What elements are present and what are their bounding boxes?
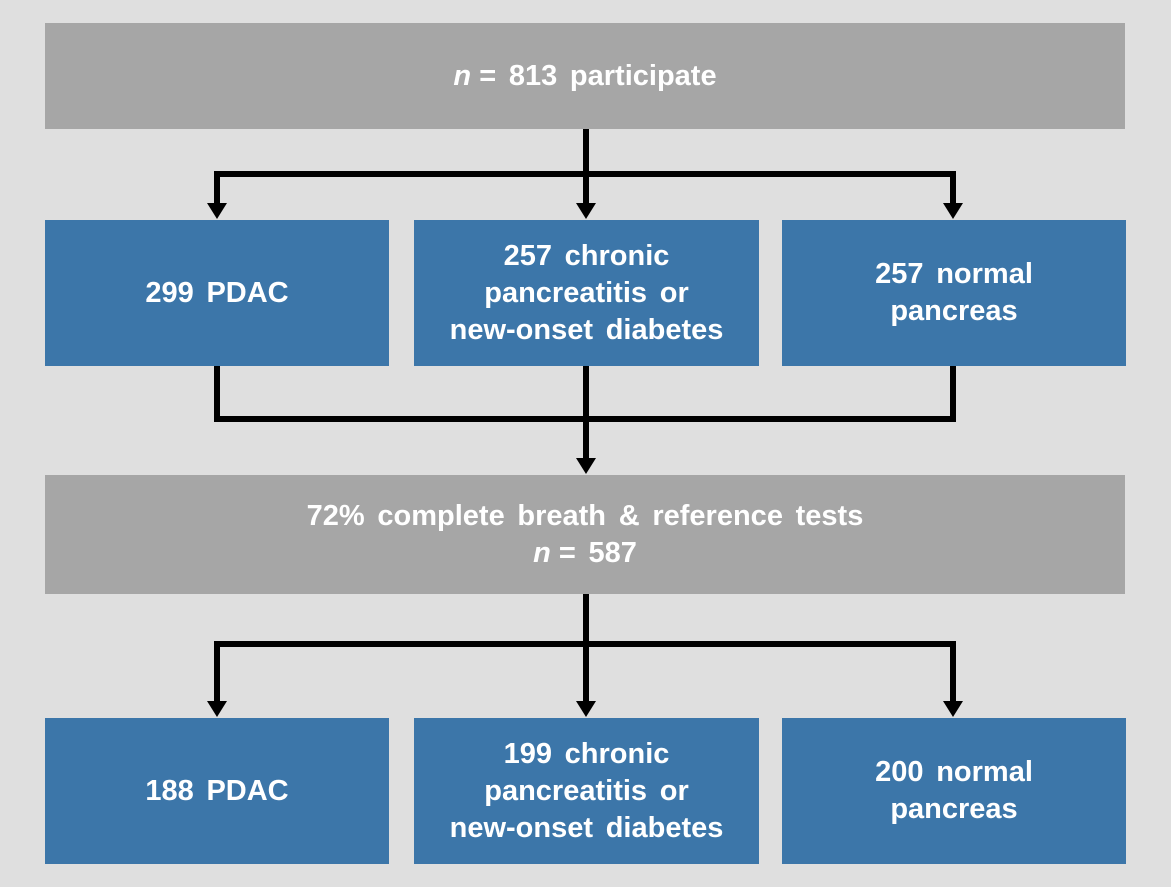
normal-pancreas-completed-box: 200 normal pancreas [782,718,1126,864]
participants-label: n = 813 participate [453,59,717,92]
pdac-completed-label: 188 PDAC [145,774,289,807]
arrow-down-icon [576,203,596,219]
pancreatitis-diabetes-cohort-box: 257 chronic pancreatitis or new-onset di… [414,220,759,366]
normal-pancreas-cohort-box: 257 normal pancreas [782,220,1126,366]
connector-split-top [207,129,963,219]
arrow-down-icon [943,203,963,219]
pdac-cohort-box: 299 PDAC [45,220,389,366]
n-variable: n [453,59,472,92]
completion-box: 72% complete breath & reference tests n =… [45,475,1125,594]
pdac-completed-box: 188 PDAC [45,718,389,864]
connector-split-bottom [207,594,963,717]
pancreatitis-diabetes-completed-box: 199 chronic pancreatitis or new-onset di… [414,718,759,864]
completion-n-label: n = 587 [533,536,637,569]
arrow-down-icon [576,458,596,474]
pdac-cohort-label: 299 PDAC [145,276,289,309]
completion-rate-label: 72% complete breath & reference tests [306,499,864,532]
arrow-down-icon [943,701,963,717]
participants-box: n = 813 participate [45,23,1125,129]
arrow-down-icon [576,701,596,717]
arrow-down-icon [207,701,227,717]
arrow-down-icon [207,203,227,219]
connector-merge-middle [214,366,956,474]
n-variable: n [533,536,551,569]
